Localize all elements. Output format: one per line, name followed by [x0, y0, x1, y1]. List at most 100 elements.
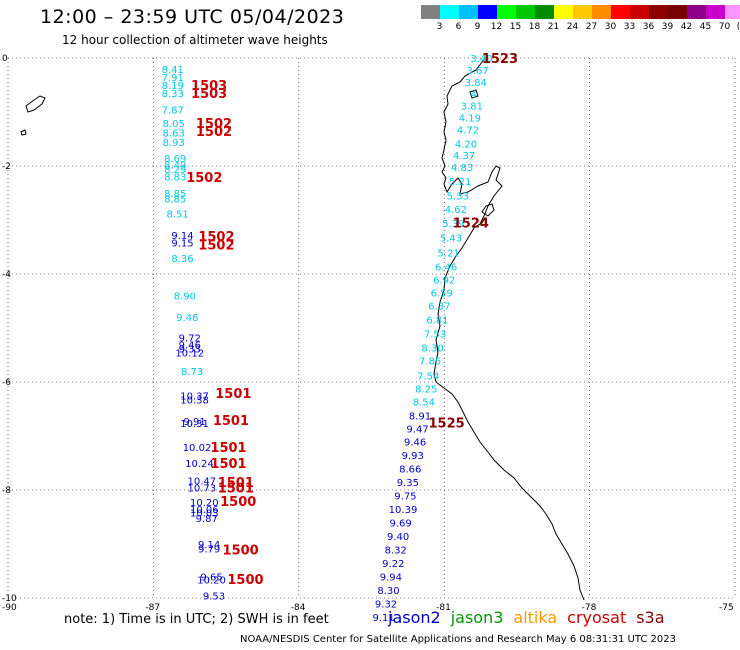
pass-labels: 1523150315031502150215021524150215021501…: [186, 52, 518, 588]
legend-swatch: [421, 5, 440, 19]
wave-height-label: 9.65: [200, 572, 222, 583]
map-subtitle: 12 hour collection of altimeter wave hei…: [62, 33, 328, 47]
legend-label: 9: [474, 22, 481, 32]
legend-swatch: [687, 5, 706, 19]
color-legend: [421, 5, 740, 19]
wave-height-label: 4.19: [459, 113, 481, 124]
pass-number-label: 1502: [186, 171, 222, 186]
legend-swatch: [459, 5, 478, 19]
wave-height-label: 8.93: [163, 138, 185, 149]
pass-number-label: 1500: [227, 573, 263, 588]
wave-height-label: 6.81: [426, 315, 448, 326]
legend-label: 24: [566, 22, 579, 32]
wave-height-label: 9.94: [380, 572, 402, 583]
mission-jason2: jason2: [388, 608, 441, 627]
legend-label: 6: [455, 22, 462, 32]
wave-height-label: 3.40: [470, 54, 492, 65]
wave-height-label: 9.91: [183, 417, 205, 428]
wave-height-label: 8.30: [377, 586, 399, 597]
legend-swatch: [668, 5, 687, 19]
wave-height-label: 6.46: [435, 262, 457, 273]
wave-height-label: 10.24: [185, 459, 214, 470]
wave-height-label: 8.49: [164, 160, 186, 171]
pass-number-label: 1501: [215, 387, 251, 402]
legend-label: 70: [718, 22, 731, 32]
legend-label: 33: [623, 22, 636, 32]
wave-height-label: 8.51: [167, 210, 189, 221]
wave-height-label: 9.14: [171, 231, 193, 242]
wave-height-label: 4.37: [453, 151, 475, 162]
wave-height-label: 8.83: [164, 172, 186, 183]
pass-number-label: 1503: [191, 87, 227, 102]
y-tick-label: -2: [2, 162, 11, 172]
wave-height-label: 10.03: [190, 509, 219, 520]
pass-number-label: 1501: [218, 476, 254, 491]
legend-label: 18: [528, 22, 541, 32]
wave-height-label: 10.73: [188, 483, 217, 494]
coastline: [20, 57, 585, 601]
legend-swatch: [440, 5, 459, 19]
x-tick-label: -78: [582, 603, 597, 613]
wave-height-label: 9.40: [387, 532, 409, 543]
wave-height-label: 8.66: [399, 464, 421, 475]
pass-number-label: 1502: [196, 125, 232, 140]
wave-height-label: 9.47: [406, 424, 428, 435]
legend-swatch: [516, 5, 535, 19]
legend-swatch: [554, 5, 573, 19]
footer-note: note: 1) Time is in UTC; 2) SWH is in fe…: [64, 612, 329, 627]
mission-cryosat: cryosat: [567, 608, 627, 627]
wave-height-label: 6.59: [431, 288, 453, 299]
y-tick-label: -4: [2, 270, 11, 280]
wave-height-label: 4.62: [445, 205, 467, 216]
wave-height-label: 9.11: [372, 613, 394, 624]
y-tick-label: -6: [2, 378, 11, 388]
x-tick-label: -75: [719, 603, 734, 613]
wave-height-label: 8.29: [164, 165, 186, 176]
wave-height-label: 10.39: [389, 505, 418, 516]
x-tick-label: -81: [436, 603, 451, 613]
pass-number-label: 1503: [191, 79, 227, 94]
legend-swatch: [725, 5, 740, 19]
y-tick-label: -8: [2, 486, 11, 496]
legend-label: 36: [642, 22, 655, 32]
wave-height-label: 3.84: [465, 78, 487, 89]
wave-height-label: 7.85: [419, 356, 441, 367]
x-tick-label: -84: [291, 603, 306, 613]
legend-swatch: [478, 5, 497, 19]
pass-number-label: 1500: [220, 495, 256, 510]
wave-height-label: 7.54: [417, 372, 439, 383]
pass-number-label: 1501: [213, 414, 249, 429]
legend-label: 12: [490, 22, 503, 32]
wave-height-label: 9.32: [375, 599, 397, 610]
pass-number-label: 1502: [198, 238, 234, 253]
wave-height-label: 8.91: [409, 411, 431, 422]
legend-label: 15: [509, 22, 522, 32]
wave-height-label: 8.36: [171, 254, 193, 265]
mission-jason3: jason3: [450, 608, 504, 627]
wave-height-label: 8.54: [413, 397, 435, 408]
wave-height-label: 9.46: [176, 313, 198, 324]
legend-swatch: [592, 5, 611, 19]
legend-label: 27: [585, 22, 598, 32]
legend-label: 21: [547, 22, 560, 32]
coastline-mainland: [433, 57, 585, 601]
legend-label: 45: [699, 22, 712, 32]
wave-height-label: 5.21: [437, 248, 459, 259]
wave-height-label: 8.33: [162, 89, 184, 100]
wave-height-label: 8.69: [164, 154, 186, 165]
wave-height-label: 10.38: [180, 395, 209, 406]
x-tick-label: -87: [145, 603, 160, 613]
wave-height-label: 9.22: [382, 559, 404, 570]
pass-number-label: 1523: [482, 52, 518, 67]
wave-height-label: 9.33: [179, 345, 201, 356]
mission-s3a: s3a: [636, 608, 665, 627]
wave-height-label: 5.21: [449, 177, 471, 188]
wave-height-label: 9.15: [171, 239, 193, 250]
pass-number-label: 1502: [196, 117, 232, 132]
legend-swatch: [611, 5, 630, 19]
wave-height-label: 9.69: [389, 518, 411, 529]
wave-height-label: 5.43: [440, 233, 462, 244]
wave-height-label: 7.91: [162, 73, 184, 84]
wave-height-label: 4.72: [457, 125, 479, 136]
